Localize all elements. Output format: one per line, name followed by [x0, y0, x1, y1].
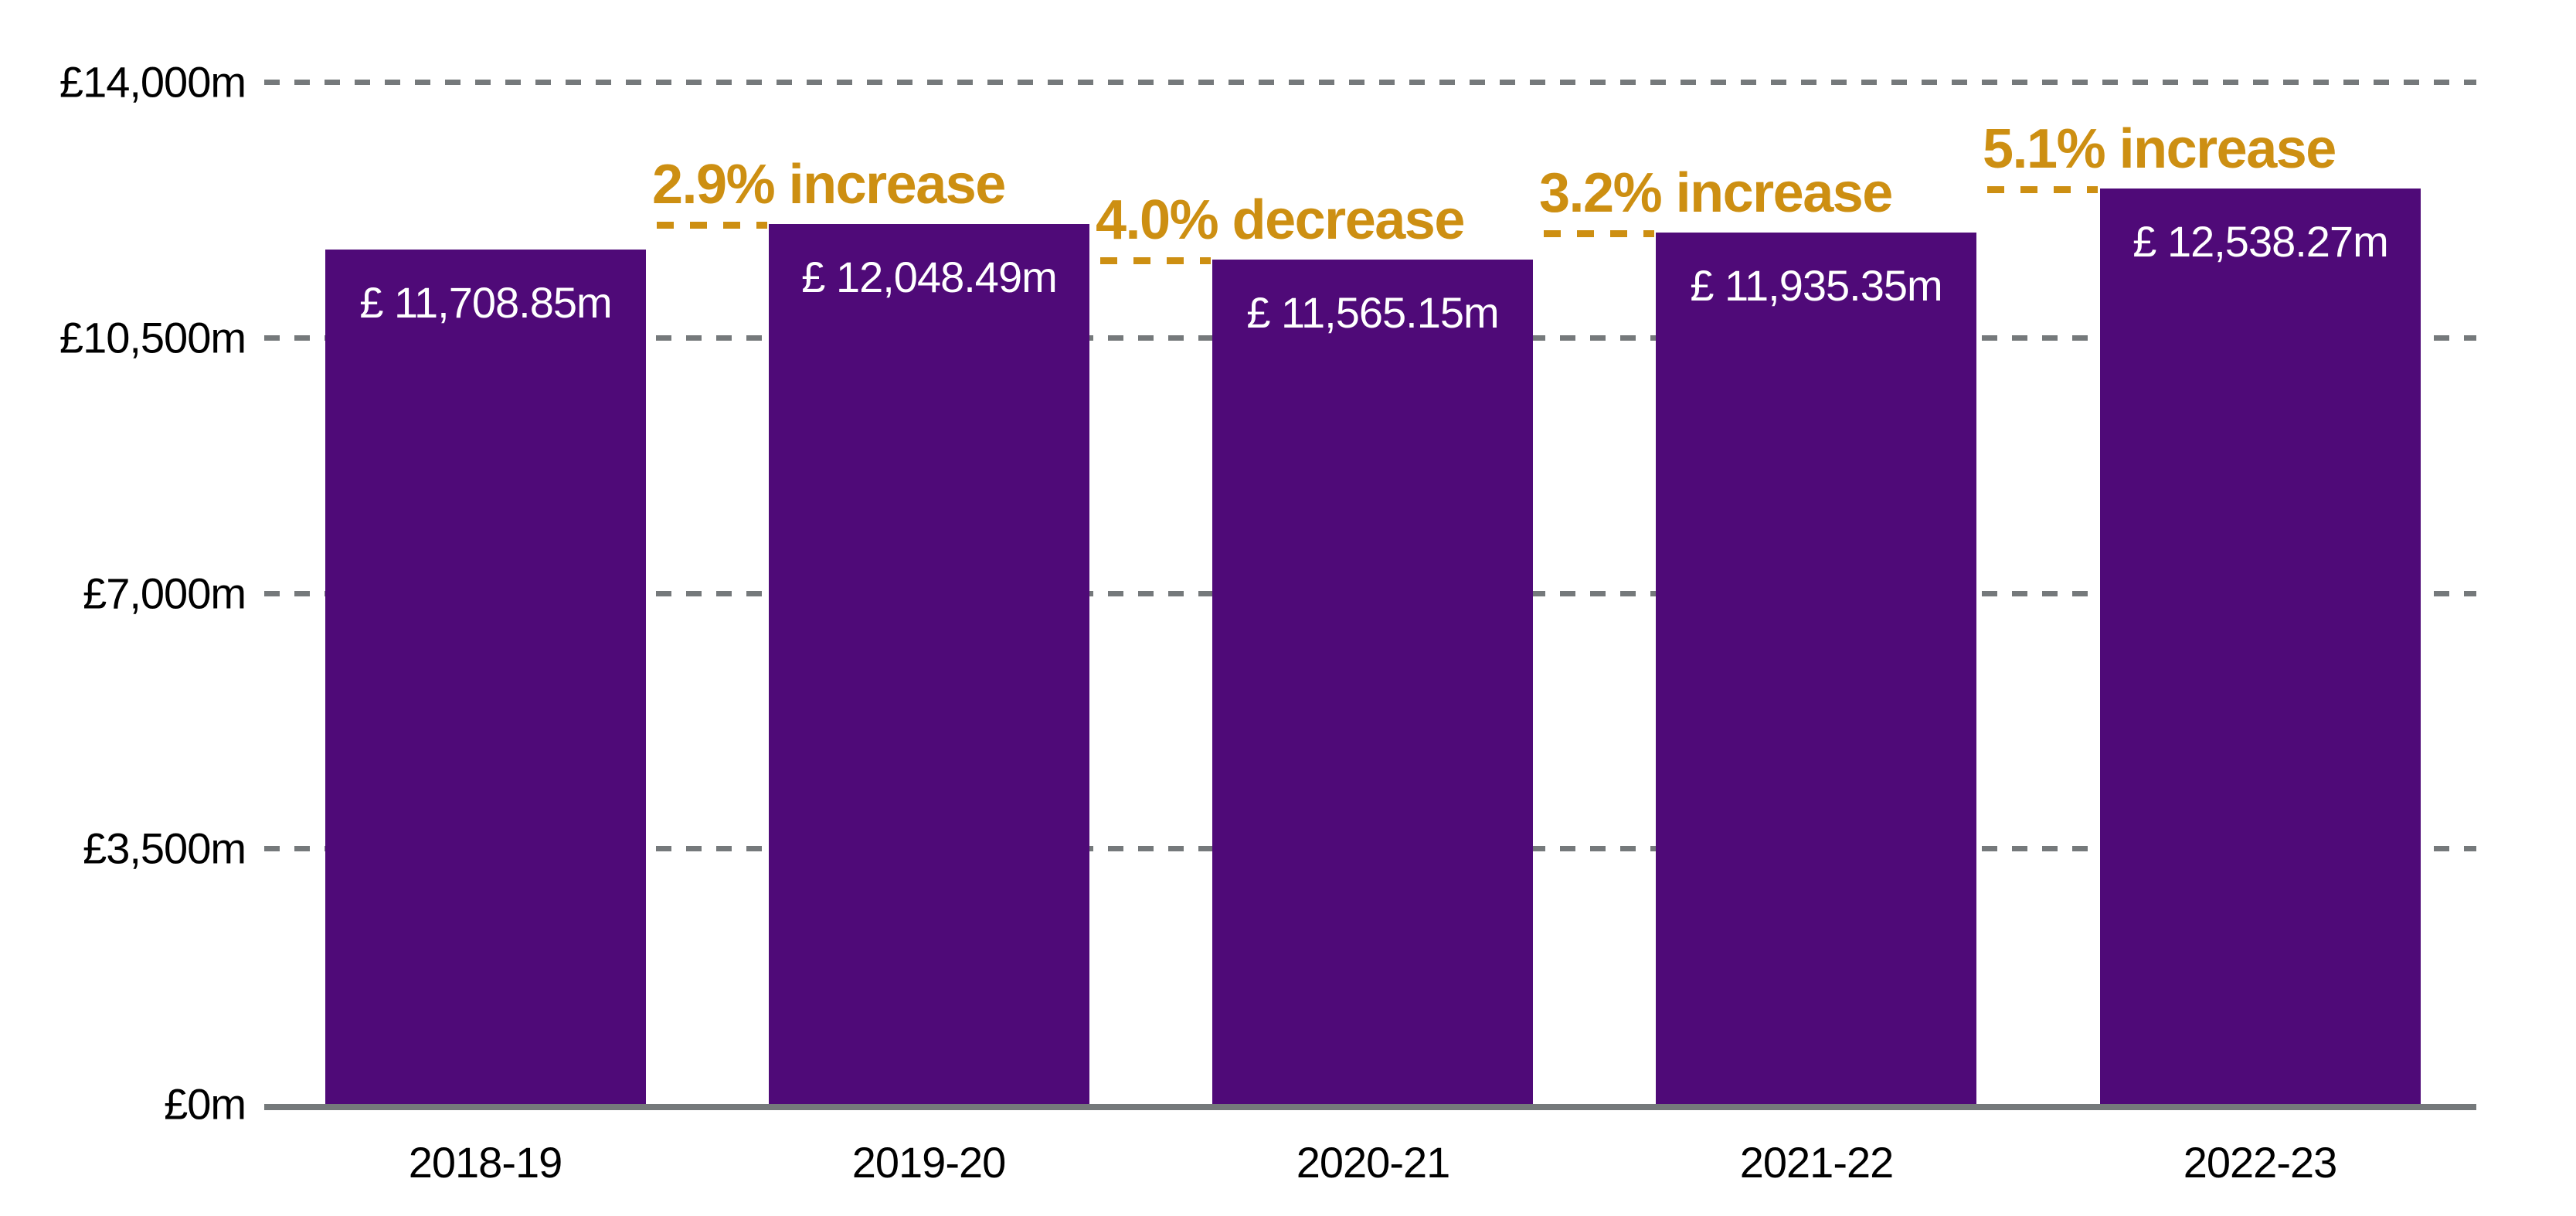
bar-value-label: £ 11,935.35m — [1690, 261, 1942, 310]
bar-2019-20: £ 12,048.49m — [769, 224, 1089, 1104]
y-axis-tick-label: £7,000m — [83, 569, 246, 618]
annotation-change-label: 5.1% increase — [1983, 118, 2336, 180]
annotation-change-label: 4.0% decrease — [1096, 189, 1465, 251]
x-axis-line — [264, 1104, 2476, 1110]
y-axis-tick-label: £3,500m — [83, 824, 246, 873]
annotation-change-label: 2.9% increase — [652, 154, 1006, 216]
x-axis-tick-label: 2022-23 — [2183, 1138, 2338, 1187]
annotation-connector-line — [657, 222, 767, 229]
annotation-connector-line — [1100, 257, 1211, 264]
bar-value-label: £ 11,565.15m — [1246, 288, 1499, 337]
bar-value-label: £ 11,708.85m — [359, 278, 612, 327]
x-axis-tick-label: 2018-19 — [408, 1138, 563, 1187]
bar-value-label: £ 12,048.49m — [801, 253, 1057, 301]
x-axis-tick-label: 2019-20 — [851, 1138, 1007, 1187]
x-axis-tick-label: 2021-22 — [1739, 1138, 1895, 1187]
y-axis-tick-label: £10,500m — [59, 313, 246, 362]
bar-2022-23: £ 12,538.27m — [2100, 189, 2421, 1104]
annotation-connector-line — [1987, 186, 2098, 193]
bar-2020-21: £ 11,565.15m — [1212, 260, 1533, 1104]
y-axis-tick-label: £0m — [164, 1079, 246, 1129]
bar-value-label: £ 12,538.27m — [2133, 217, 2388, 266]
annotation-change-label: 3.2% increase — [1539, 162, 1893, 224]
annotation-connector-line — [1544, 230, 1654, 237]
bar-2018-19: £ 11,708.85m — [325, 250, 646, 1104]
bar-2021-22: £ 11,935.35m — [1656, 233, 1976, 1104]
x-axis-tick-label: 2020-21 — [1296, 1138, 1451, 1187]
y-axis-tick-label: £14,000m — [59, 57, 246, 107]
horizontal-gridline — [264, 80, 2476, 85]
